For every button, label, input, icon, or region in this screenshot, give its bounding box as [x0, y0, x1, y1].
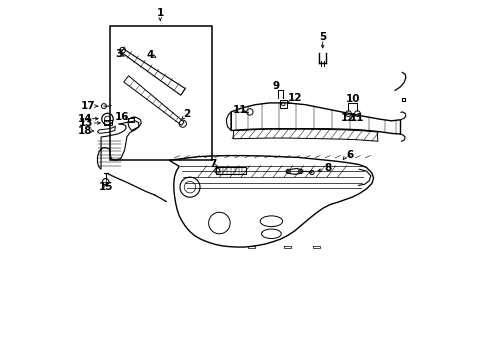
Text: 7: 7 — [209, 159, 216, 169]
Text: 8: 8 — [324, 163, 331, 173]
Text: 18: 18 — [78, 126, 92, 136]
Text: 9: 9 — [272, 81, 279, 91]
Text: 12: 12 — [287, 93, 301, 103]
Bar — [104, 121, 112, 125]
Text: 4: 4 — [146, 50, 154, 60]
Text: 6: 6 — [346, 150, 353, 160]
Text: 16: 16 — [114, 112, 129, 122]
Text: 15: 15 — [98, 182, 113, 192]
Bar — [128, 118, 133, 122]
Text: 11: 11 — [349, 113, 364, 123]
Text: 2: 2 — [183, 109, 190, 119]
Text: 13: 13 — [79, 118, 93, 128]
FancyBboxPatch shape — [110, 26, 212, 160]
Text: 10: 10 — [345, 94, 359, 104]
Text: 5: 5 — [318, 32, 325, 41]
Text: 11: 11 — [232, 105, 246, 115]
Bar — [279, 100, 286, 108]
Text: 17: 17 — [81, 101, 96, 111]
Bar — [215, 167, 246, 174]
Text: 12: 12 — [340, 113, 354, 123]
Text: 3: 3 — [115, 49, 122, 59]
Text: 1: 1 — [156, 8, 163, 18]
Text: 14: 14 — [78, 114, 92, 124]
